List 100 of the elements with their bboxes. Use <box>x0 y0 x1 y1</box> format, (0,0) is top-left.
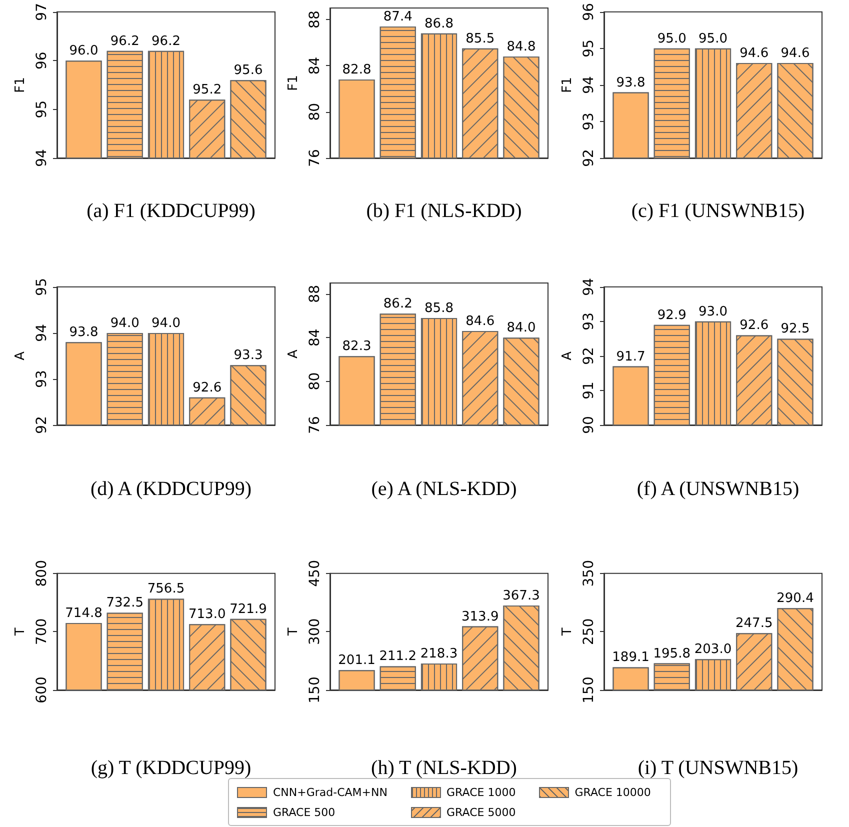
y-tick-label: 93 <box>34 370 50 388</box>
y-axis-title: T <box>286 628 301 637</box>
data-label: 86.8 <box>424 16 454 32</box>
data-label: 756.5 <box>147 582 185 597</box>
data-label: 95.0 <box>698 31 728 46</box>
data-label: 189.1 <box>612 650 650 666</box>
legend-label: GRACE 500 <box>273 806 336 818</box>
y-tick-label: 80 <box>307 372 323 390</box>
text: (a) F1 (KDDCUP99) <box>86 200 256 222</box>
y-tick-label: 92 <box>581 347 597 365</box>
y-tick-label: 95 <box>581 40 597 58</box>
y-tick-label: 600 <box>34 676 50 704</box>
data-label: 201.1 <box>338 653 376 668</box>
data-label: 247.5 <box>736 616 773 632</box>
data-label: 92.6 <box>740 318 769 334</box>
legend-label: GRACE 10000 <box>574 786 651 798</box>
y-axis-title: A <box>286 349 301 358</box>
y-tick-label: 92 <box>34 416 50 434</box>
y-tick-label: 84 <box>307 56 323 75</box>
y-tick-label: 80 <box>307 102 323 121</box>
data-label: 721.9 <box>230 602 267 617</box>
y-tick-label: 96 <box>581 2 597 21</box>
y-axis-title: F1 <box>286 75 301 91</box>
y-axis-title: T <box>560 628 575 637</box>
data-label: 82.3 <box>342 339 372 354</box>
y-tick-label: 250 <box>581 618 597 646</box>
data-label: 96.0 <box>69 44 98 59</box>
data-label: 94.0 <box>110 316 140 331</box>
data-label: 92.6 <box>192 380 222 396</box>
y-tick-label: 93 <box>581 312 597 330</box>
data-label: 93.3 <box>234 348 263 364</box>
data-label: 714.8 <box>65 606 102 622</box>
legend-label: GRACE 5000 <box>446 806 516 818</box>
data-label: 96.2 <box>152 34 180 49</box>
data-label: 91.7 <box>616 349 646 364</box>
data-label: 95.2 <box>192 82 222 98</box>
legend-label: GRACE 1000 <box>446 786 516 798</box>
data-label: 93.8 <box>616 75 646 90</box>
y-tick-label: 700 <box>34 618 50 646</box>
text: (i) T (UNSWNB15) <box>638 757 798 779</box>
y-tick-label: 450 <box>307 560 323 587</box>
legend-label: CNN+Grad-CAM+NN <box>273 786 388 798</box>
y-tick-label: 84 <box>307 328 323 347</box>
y-tick-label: 88 <box>307 285 323 303</box>
data-label: 195.8 <box>653 646 690 662</box>
y-tick-label: 88 <box>307 10 323 28</box>
data-label: 732.5 <box>106 596 144 611</box>
text: (d) A (KDDCUP99) <box>90 478 252 500</box>
y-axis-title: F1 <box>560 77 575 93</box>
data-label: 93.0 <box>698 304 728 320</box>
data-label: 313.9 <box>462 609 499 624</box>
y-axis-title: A <box>13 351 28 360</box>
y-tick-label: 350 <box>581 560 597 587</box>
y-axis-title: F1 <box>13 77 28 93</box>
data-label: 290.4 <box>776 591 814 606</box>
y-tick-label: 150 <box>307 676 323 704</box>
data-label: 94.6 <box>740 46 769 62</box>
data-label: 84.6 <box>466 314 495 330</box>
y-axis-title: T <box>13 628 28 637</box>
y-tick-label: 76 <box>307 416 323 434</box>
data-label: 86.2 <box>383 296 412 312</box>
y-tick-label: 95 <box>34 100 50 118</box>
data-label: 93.8 <box>69 325 98 340</box>
text: (e) A (NLS-KDD) <box>371 478 517 500</box>
data-label: 85.5 <box>466 31 495 46</box>
y-tick-label: 150 <box>581 676 597 704</box>
y-tick-label: 94 <box>34 324 50 342</box>
y-tick-label: 96 <box>34 52 50 70</box>
data-label: 82.8 <box>342 62 372 78</box>
y-tick-label: 91 <box>581 382 597 400</box>
y-tick-label: 800 <box>34 560 50 587</box>
data-label: 92.9 <box>657 308 686 323</box>
data-label: 203.0 <box>694 642 732 658</box>
text: (b) F1 (NLS-KDD) <box>366 200 522 222</box>
data-label: 87.4 <box>383 9 412 24</box>
data-label: 94.6 <box>780 46 810 62</box>
data-label: 713.0 <box>188 607 226 622</box>
data-label: 94.0 <box>152 316 180 331</box>
data-label: 218.3 <box>420 646 458 662</box>
text: (h) T (NLS-KDD) <box>371 757 517 779</box>
data-label: 367.3 <box>502 588 540 604</box>
y-tick-label: 94 <box>34 149 50 167</box>
text: (g) T (KDDCUP99) <box>90 757 252 779</box>
text: (f) A (UNSWNB15) <box>636 478 800 500</box>
data-label: 211.2 <box>379 649 416 664</box>
y-tick-label: 90 <box>581 416 597 434</box>
data-label: 84.0 <box>506 320 536 336</box>
y-tick-label: 97 <box>34 2 50 21</box>
text: (c) F1 (UNSWNB15) <box>631 200 805 222</box>
y-tick-label: 95 <box>34 278 50 296</box>
data-label: 96.2 <box>110 34 140 49</box>
y-tick-label: 300 <box>307 618 323 646</box>
y-tick-label: 94 <box>581 278 597 296</box>
y-tick-label: 94 <box>581 76 597 94</box>
data-label: 95.0 <box>657 31 686 46</box>
data-label: 85.8 <box>424 300 454 316</box>
y-tick-label: 76 <box>307 149 323 167</box>
y-tick-label: 93 <box>581 112 597 130</box>
data-label: 84.8 <box>506 39 536 54</box>
y-axis-title: A <box>560 351 575 360</box>
